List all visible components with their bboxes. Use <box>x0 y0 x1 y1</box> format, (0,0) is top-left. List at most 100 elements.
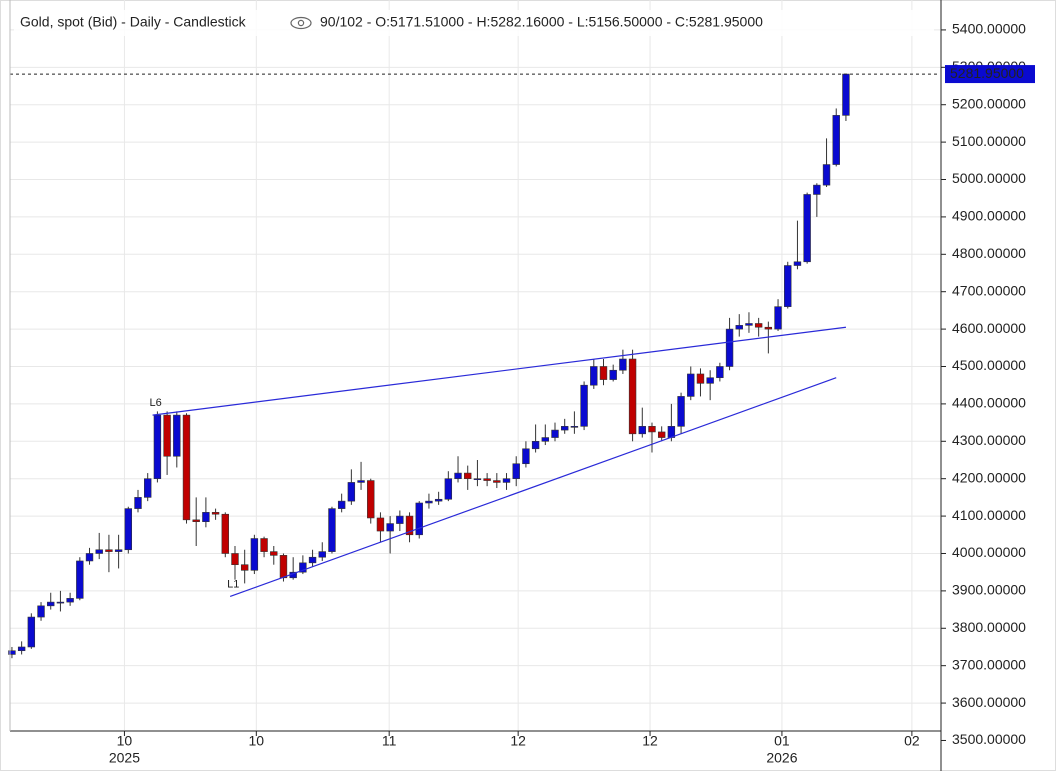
y-tick-label: 4800.00000 <box>952 245 1026 261</box>
trendline-label: L1 <box>227 578 239 590</box>
candle-body <box>17 646 26 652</box>
candle-body <box>803 194 811 263</box>
candle-body <box>716 366 724 379</box>
candle-body <box>386 523 394 532</box>
year-label: 2026 <box>766 750 797 766</box>
candle-body <box>464 472 472 479</box>
candle-body <box>405 515 414 536</box>
y-tick-label: 3800.00000 <box>952 619 1026 635</box>
y-tick-label: 4300.00000 <box>952 432 1026 448</box>
candle-body <box>628 358 637 435</box>
candle-body <box>599 366 608 380</box>
candle-body <box>677 396 685 427</box>
candle-body <box>590 366 598 386</box>
candle-body <box>754 323 763 328</box>
y-tick-label: 3500.00000 <box>952 731 1026 747</box>
candle-body <box>541 437 550 442</box>
candle-body <box>8 650 16 655</box>
candle-body <box>328 508 336 552</box>
y-tick-label: 4500.00000 <box>952 357 1026 373</box>
eye-icon <box>290 16 312 30</box>
candle-body <box>473 478 482 480</box>
x-tick-label: 02 <box>904 733 920 749</box>
candle-body <box>270 551 278 556</box>
candle-body <box>240 564 249 571</box>
candle-body <box>66 598 74 603</box>
candle-body <box>425 500 433 504</box>
candle-body <box>308 556 317 564</box>
candle-body <box>551 429 559 438</box>
candle-body <box>211 512 220 515</box>
y-tick-label: 3600.00000 <box>952 694 1026 710</box>
candle-body <box>706 377 714 384</box>
trendline <box>152 326 847 416</box>
candle-body <box>813 184 821 195</box>
candle-body <box>638 426 646 435</box>
candle-body <box>434 498 443 502</box>
grid <box>10 0 940 730</box>
candle-body <box>580 384 588 427</box>
candle-body <box>725 328 734 367</box>
candle-body <box>561 426 569 431</box>
candle-body <box>396 515 404 524</box>
y-tick-label: 5000.00000 <box>952 170 1026 186</box>
candle-body <box>609 369 617 380</box>
y-tick-label: 5400.00000 <box>952 21 1026 37</box>
candle-body <box>832 115 840 165</box>
candle-body <box>56 601 65 604</box>
candle-body <box>502 478 511 483</box>
candle-body <box>337 500 346 509</box>
y-tick-label: 4200.00000 <box>952 469 1026 485</box>
candle-body <box>192 519 200 522</box>
candle-body <box>231 553 239 566</box>
last-price-box <box>945 65 1035 84</box>
y-tick-label: 4600.00000 <box>952 320 1026 336</box>
y-tick-label: 3700.00000 <box>952 656 1026 672</box>
candle-body <box>531 440 540 450</box>
candle-body <box>376 517 385 532</box>
y-tick-label: 4400.00000 <box>952 395 1026 411</box>
candle-body <box>764 326 773 330</box>
year-label: 2025 <box>109 750 140 766</box>
candle-body <box>153 414 162 479</box>
candle-body <box>493 480 501 483</box>
candle-body <box>735 325 743 330</box>
candle-body <box>842 73 850 116</box>
x-tick-label: 10 <box>249 733 265 749</box>
x-tick-label: 01 <box>774 733 790 749</box>
candle-body <box>173 414 181 457</box>
candle-body <box>85 553 94 562</box>
y-tick-label: 4900.00000 <box>952 208 1026 224</box>
y-tick-label: 4100.00000 <box>952 507 1026 523</box>
candle-body <box>454 472 462 479</box>
candle-body <box>657 431 666 438</box>
candle-body <box>357 480 365 483</box>
candle-body <box>250 538 259 571</box>
last-price-label: 5281.95000 <box>950 65 1024 81</box>
candle-body <box>144 478 152 498</box>
candle-body <box>522 448 530 465</box>
title-bg <box>14 10 934 36</box>
y-tick-label: 4700.00000 <box>952 282 1026 298</box>
candle-body <box>444 478 453 500</box>
candle-body <box>202 512 210 522</box>
candle-body <box>95 549 103 554</box>
x-tick-label: 11 <box>382 733 397 749</box>
candle-body <box>745 323 753 326</box>
chart-title: Gold, spot (Bid) - Daily - Candlestick <box>20 14 247 30</box>
candle-body <box>47 601 55 607</box>
candle-body <box>774 306 782 330</box>
plot: L6 L1 <box>8 73 940 659</box>
y-tick-label: 3900.00000 <box>952 582 1026 598</box>
candle-body <box>822 164 831 186</box>
candle-body <box>570 426 579 428</box>
chart-subtitle: 90/102 - O:5171.51000 - H:5282.16000 - L… <box>320 14 763 30</box>
candle-body <box>37 605 45 618</box>
y-tick-label: 5200.00000 <box>952 95 1026 111</box>
trendline <box>229 377 837 598</box>
candle-body <box>367 480 375 519</box>
candle-body <box>182 414 191 521</box>
candle-body <box>619 358 627 371</box>
x-tick-label: 12 <box>510 733 526 749</box>
